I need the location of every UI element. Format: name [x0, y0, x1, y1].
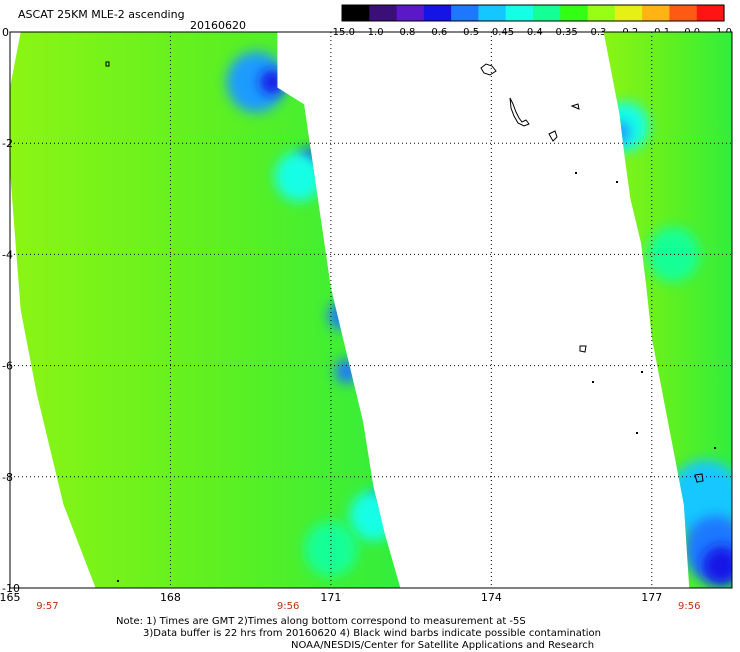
colorbar-swatch	[642, 5, 671, 21]
island-outline	[548, 130, 558, 142]
wind-anomaly-patch	[304, 521, 358, 577]
y-tick-label: -10	[2, 582, 20, 595]
colorbar-swatch	[342, 5, 370, 21]
time-label: 9:56	[678, 601, 700, 612]
x-tick-label: 171	[320, 591, 341, 604]
y-tick-label: -2	[2, 137, 13, 150]
note-line-2: 3)Data buffer is 22 hrs from 20160620 4)…	[143, 628, 601, 639]
colorbar-swatch	[451, 5, 480, 21]
wind-anomaly-patch	[328, 301, 355, 330]
colorbar-swatch	[614, 5, 643, 21]
y-tick-label: -4	[2, 248, 13, 261]
islet-dot	[636, 432, 638, 434]
colorbar-swatch	[533, 5, 561, 21]
wind-anomaly-patch	[335, 358, 359, 384]
islet-dot	[714, 447, 716, 449]
x-tick-label: 174	[481, 591, 502, 604]
chart-title: ASCAT 25KM MLE-2 ascending	[18, 8, 185, 21]
island-outline	[509, 97, 530, 127]
colorbar-swatch	[396, 5, 425, 21]
islet-dot	[592, 381, 594, 383]
islet-dot	[117, 580, 119, 582]
time-labels: 9:57 9:56 9:56	[36, 601, 700, 612]
island-outline	[579, 345, 587, 353]
colorbar-swatch	[423, 5, 452, 21]
colorbar-swatch	[478, 5, 507, 21]
coastlines	[105, 61, 716, 582]
chart-date: 20160620	[190, 19, 246, 32]
islet-dot	[575, 172, 577, 174]
x-tick-label: 177	[641, 591, 662, 604]
note-line-3: NOAA/NESDIS/Center for Satellite Applica…	[291, 640, 595, 651]
note-line-1: Note: 1) Times are GMT 2)Times along bot…	[116, 616, 526, 627]
tick-labels: 165 168 171 174 177 0 -2 -4 -6 -8 -10	[0, 26, 662, 604]
time-label: 9:56	[277, 601, 299, 612]
colorbar-swatch	[505, 5, 534, 21]
west-swath	[10, 32, 401, 588]
east-swath	[603, 32, 732, 588]
island-outline	[105, 61, 110, 67]
grid-lines	[10, 32, 732, 588]
swath-layer	[10, 32, 732, 588]
islet-dot	[616, 181, 618, 183]
colorbar-swatch	[587, 5, 616, 21]
colorbar-swatch	[696, 5, 725, 21]
colorbar-swatch	[560, 5, 589, 21]
y-tick-label: -8	[2, 471, 13, 484]
wind-anomaly-patch	[349, 490, 398, 541]
y-tick-label: -6	[2, 360, 13, 373]
islet-dot	[641, 371, 643, 373]
colorbar-swatch	[369, 5, 398, 21]
x-tick-label: 168	[160, 591, 181, 604]
x-tick-label: 165	[0, 591, 21, 604]
wind-anomaly-patch	[274, 151, 323, 202]
colorbar-frame	[341, 4, 725, 22]
wind-anomaly-patch	[646, 226, 700, 283]
plot-frame	[9, 31, 733, 589]
island-outline	[570, 103, 580, 110]
swath-base	[10, 32, 401, 588]
y-tick-label: 0	[2, 26, 9, 39]
wind-anomaly-patch	[702, 546, 732, 586]
wind-anomaly-patch	[226, 51, 286, 113]
wind-anomaly-patch	[260, 69, 284, 95]
colorbar-swatch	[669, 5, 698, 21]
wind-anomaly-patch	[608, 120, 631, 144]
time-label: 9:57	[36, 601, 58, 612]
island-outline	[480, 63, 497, 76]
island-outline	[694, 473, 704, 483]
